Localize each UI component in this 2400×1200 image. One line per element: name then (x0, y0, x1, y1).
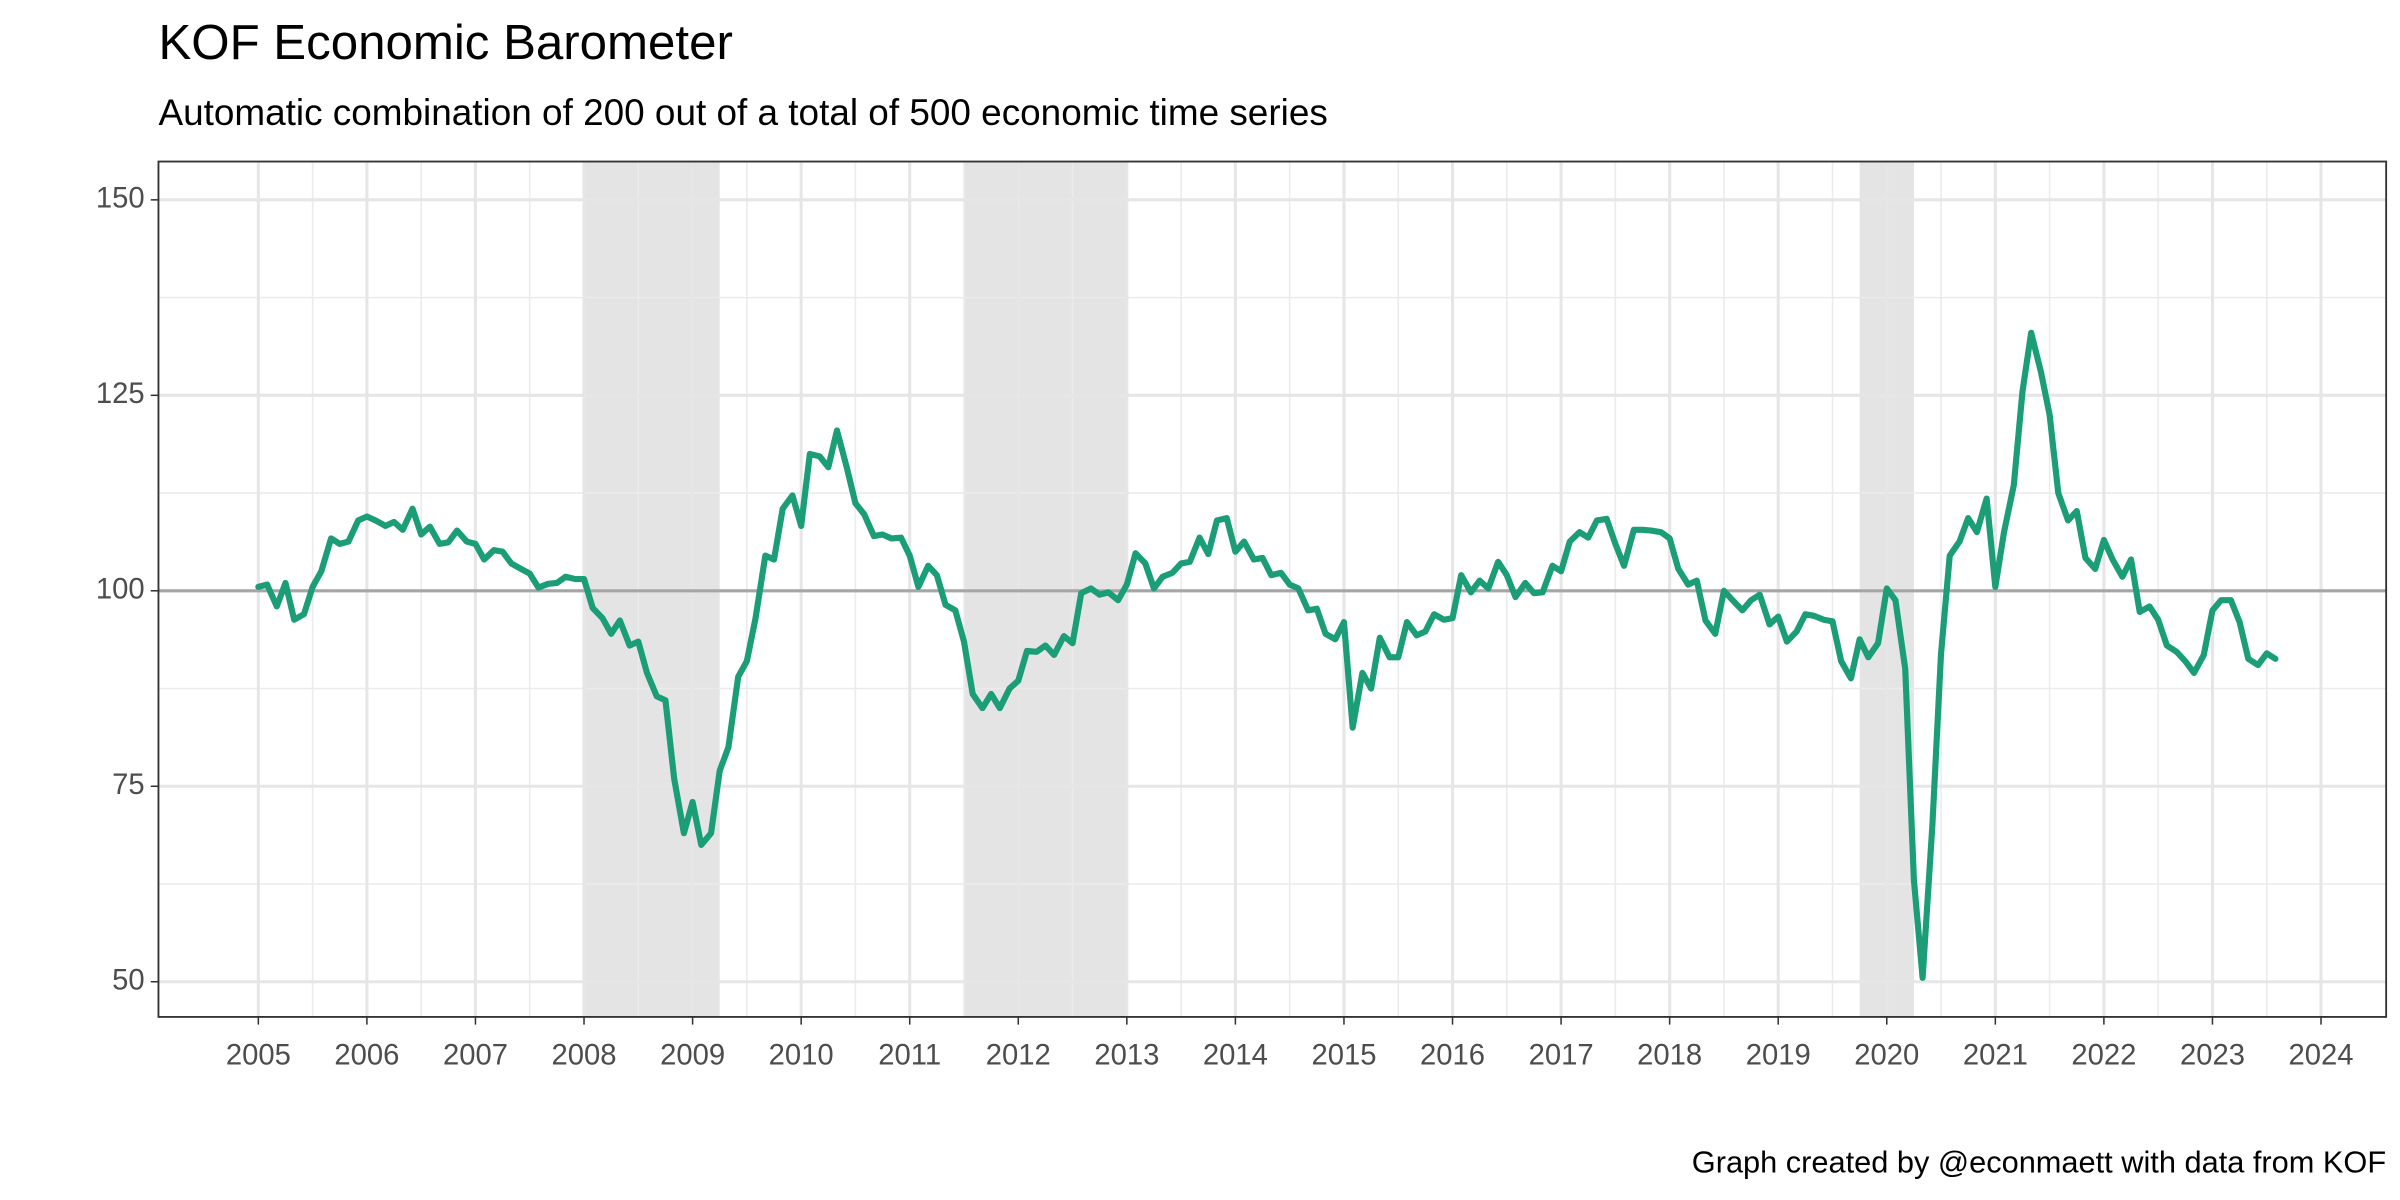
x-tick-label: 2024 (2289, 1040, 2354, 1072)
y-tick-label: 150 (96, 183, 145, 215)
x-tick-label: 2009 (660, 1040, 725, 1072)
x-tick-label: 2006 (334, 1040, 399, 1072)
x-tick-label: 2007 (443, 1040, 508, 1072)
x-tick-label: 2022 (2071, 1040, 2136, 1072)
data-line (255, 329, 2279, 981)
caption: Graph created by @econmaett with data fr… (1692, 1145, 2386, 1180)
x-tick-label: 2018 (1637, 1040, 1702, 1072)
shaded-period (584, 161, 720, 1017)
x-tick-label: 2021 (1963, 1040, 2028, 1072)
plot-border (157, 160, 2388, 1018)
x-tick-label: 2012 (986, 1040, 1051, 1072)
x-tick-label: 2011 (878, 1040, 941, 1072)
x-tick-label: 2010 (769, 1040, 834, 1072)
x-tick-label: 2015 (1311, 1040, 1376, 1072)
chart-subtitle: Automatic combination of 200 out of a to… (158, 92, 1327, 133)
chart-title: KOF Economic Barometer (158, 15, 732, 70)
plot-area: 50 75 100 125 150 2005 2006 2007 2008 2009 2010 201… (96, 160, 2388, 1072)
y-tick-label: 125 (96, 378, 145, 410)
x-tick-label: 2019 (1746, 1040, 1811, 1072)
x-tick-label: 2020 (1854, 1040, 1919, 1072)
x-tick-label: 2014 (1203, 1040, 1268, 1072)
x-tick-label: 2016 (1420, 1040, 1485, 1072)
x-tick-label: 2013 (1094, 1040, 1159, 1072)
shaded-period (963, 161, 1127, 1017)
y-tick-label: 75 (112, 769, 145, 801)
x-tick-label: 2008 (552, 1040, 617, 1072)
x-tick-label: 2023 (2180, 1040, 2245, 1072)
y-tick-label: 50 (112, 964, 145, 996)
y-tick-label: 100 (96, 574, 145, 606)
x-tick-label: 2017 (1529, 1040, 1594, 1072)
x-tick-label: 2005 (226, 1040, 291, 1072)
